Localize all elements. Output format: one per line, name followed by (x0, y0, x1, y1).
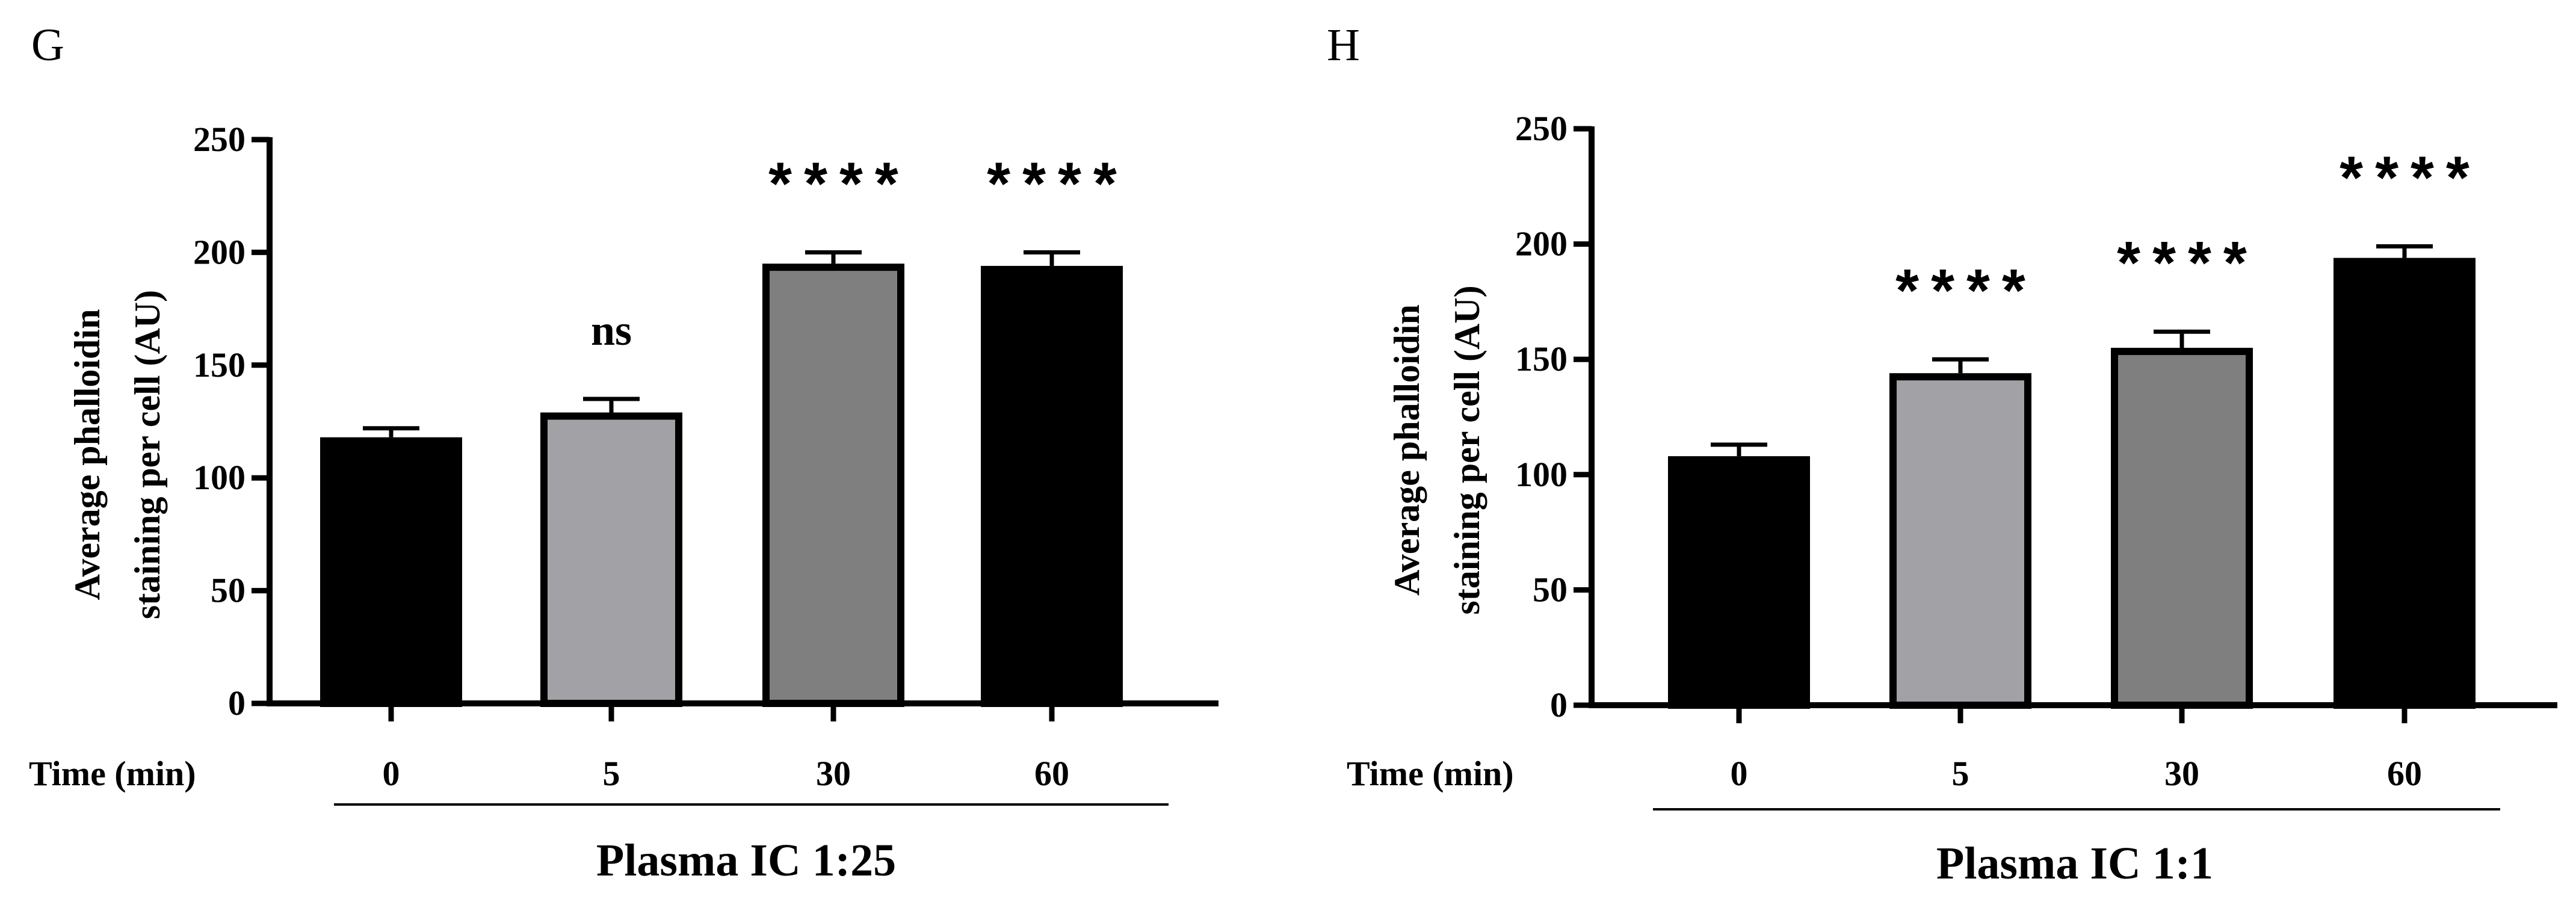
panel-letter: G (31, 20, 64, 70)
bar (320, 437, 462, 708)
y-tick-label: 200 (193, 232, 246, 271)
significance-label: **** (1895, 257, 2037, 324)
y-tick-label: 0 (228, 684, 246, 723)
x-tick-label: 5 (1952, 754, 1969, 793)
x-tick-label: 60 (1034, 754, 1069, 793)
y-tick-label: 250 (193, 120, 246, 159)
significance-label: **** (768, 150, 910, 217)
y-axis-title: Average phalloidin staining per cell (AU) (67, 290, 167, 619)
group-label: Plasma IC 1:1 (1936, 838, 2213, 889)
x-tick-label: 5 (603, 754, 620, 793)
bar (2334, 258, 2476, 709)
bar (540, 412, 682, 707)
significance-label: **** (2117, 229, 2259, 297)
group-label: Plasma IC 1:25 (596, 835, 896, 886)
y-axis-title-line2: staining per cell (AU) (128, 290, 167, 619)
x-tick-label: 30 (2164, 754, 2199, 793)
significance-label: **** (987, 150, 1129, 217)
x-tick-label: 60 (2387, 754, 2422, 793)
y-tick-label: 0 (1550, 685, 1568, 724)
x-tick-label: 30 (816, 754, 851, 793)
y-tick-label: 100 (193, 458, 246, 497)
significance-label: ns (591, 306, 632, 354)
y-tick-label: 150 (193, 345, 246, 384)
y-tick-label: 50 (1533, 570, 1568, 609)
bar (1668, 456, 1810, 709)
y-tick-label: 200 (1515, 224, 1568, 264)
y-axis-title-line2: staining per cell (AU) (1447, 285, 1487, 614)
y-axis-title-line1: Average phalloidin (67, 309, 107, 601)
bar (2111, 348, 2253, 709)
y-axis-title: Average phalloidin staining per cell (AU) (1387, 285, 1487, 614)
y-tick-label: 150 (1515, 339, 1568, 378)
bar (981, 265, 1123, 707)
y-tick-label: 250 (1515, 109, 1568, 148)
x-tick-label: 0 (383, 754, 400, 793)
bar (762, 264, 904, 707)
x-axis-title: Time (min) (29, 754, 196, 793)
significance-label: **** (2340, 144, 2482, 211)
y-tick-label: 50 (211, 571, 246, 610)
x-axis-title: Time (min) (1347, 754, 1514, 793)
y-tick-label: 100 (1515, 455, 1568, 494)
panel-letter: H (1327, 20, 1360, 70)
x-tick-label: 0 (1731, 754, 1748, 793)
y-axis-title-line1: Average phalloidin (1387, 304, 1427, 596)
bar (1889, 373, 2031, 709)
